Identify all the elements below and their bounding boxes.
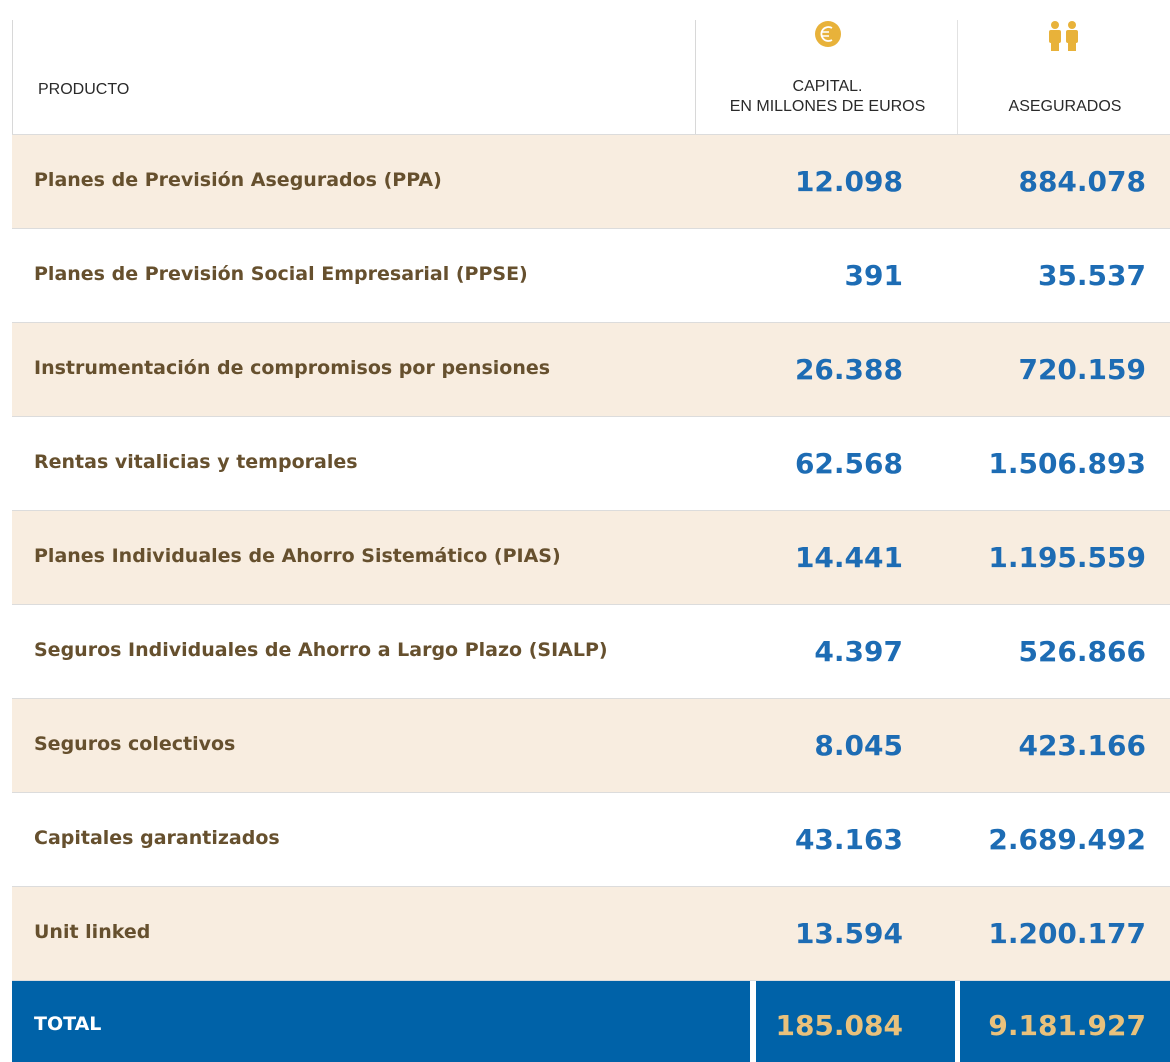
row	[12, 887, 1170, 981]
product-label: Seguros Individuales de Ahorro a Largo P…	[34, 639, 608, 661]
row	[12, 511, 1170, 605]
capital-value: 26.388	[794, 353, 903, 386]
product-label: Planes Individuales de Ahorro Sistemátic…	[34, 545, 561, 567]
row	[12, 605, 1170, 699]
asegurados-value: 1.200.177	[988, 917, 1146, 950]
row	[12, 229, 1170, 323]
capital-value: 12.098	[794, 165, 903, 198]
product-label: Rentas vitalicias y temporales	[34, 451, 358, 473]
product-label: Instrumentación de compromisos por pensi…	[34, 357, 551, 379]
asegurados-value: 2.689.492	[988, 823, 1146, 856]
people-icon	[1049, 21, 1078, 51]
header-producto: PRODUCTO	[38, 81, 130, 98]
asegurados-value: 1.195.559	[988, 541, 1146, 574]
row	[12, 323, 1170, 417]
total-asegurados: 9.181.927	[988, 1009, 1146, 1042]
asegurados-value: 423.166	[1018, 729, 1146, 762]
product-label: Unit linked	[34, 921, 151, 943]
row	[12, 135, 1170, 229]
capital-value: 391	[844, 259, 903, 292]
euro-icon	[815, 21, 841, 47]
product-label: Seguros colectivos	[34, 733, 236, 755]
capital-value: 43.163	[794, 823, 903, 856]
capital-value: 8.045	[814, 729, 903, 762]
capital-value: 4.397	[814, 635, 903, 668]
asegurados-value: 526.866	[1018, 635, 1146, 668]
total-label: TOTAL	[34, 1013, 102, 1035]
capital-value: 13.594	[794, 917, 903, 950]
product-label: Planes de Previsión Social Empresarial (…	[34, 263, 528, 285]
product-label: Capitales garantizados	[34, 827, 280, 849]
col-divider	[695, 20, 696, 135]
header-capital-unit: EN MILLONES DE EUROS	[729, 98, 926, 115]
row	[12, 699, 1170, 793]
total-gap	[955, 981, 960, 1062]
header-asegurados: ASEGURADOS	[1008, 98, 1122, 115]
asegurados-value: 1.506.893	[988, 447, 1146, 480]
row	[12, 417, 1170, 511]
row	[12, 793, 1170, 887]
capital-value: 62.568	[794, 447, 903, 480]
header-line	[12, 134, 1170, 135]
capital-value: 14.441	[794, 541, 903, 574]
total-row	[12, 981, 1170, 1062]
total-gap	[750, 981, 756, 1062]
product-label: Planes de Previsión Asegurados (PPA)	[34, 169, 442, 191]
asegurados-value: 720.159	[1018, 353, 1146, 386]
asegurados-value: 35.537	[1037, 259, 1146, 292]
total-capital: 185.084	[775, 1009, 903, 1042]
asegurados-value: 884.078	[1018, 165, 1146, 198]
header-capital: CAPITAL.	[792, 78, 863, 95]
